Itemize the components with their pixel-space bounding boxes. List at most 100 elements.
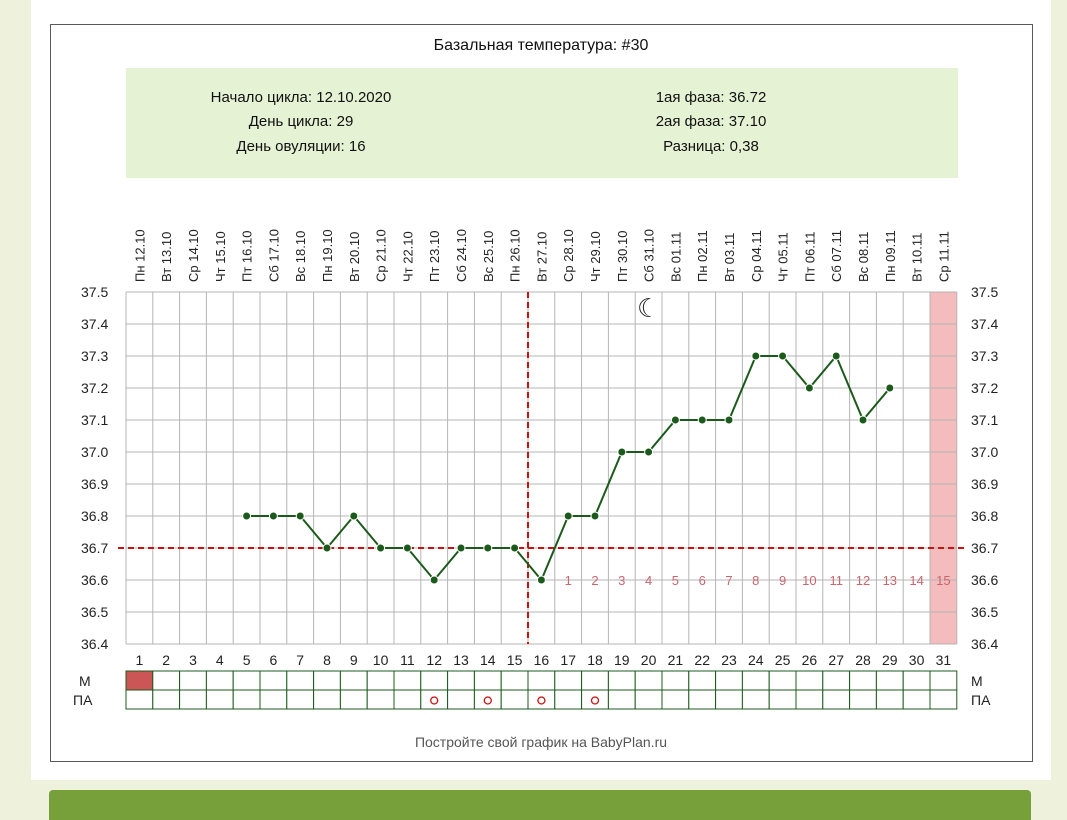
row-label-m-right: М bbox=[971, 673, 983, 689]
temperature-point bbox=[456, 543, 466, 553]
temperature-point bbox=[510, 543, 520, 553]
m-cell bbox=[554, 670, 583, 691]
temperature-point bbox=[483, 543, 493, 553]
pa-cell bbox=[741, 689, 770, 710]
m-cell bbox=[179, 670, 207, 691]
day-number: 4 bbox=[216, 652, 224, 668]
date-label: Чт 05.11 bbox=[776, 232, 791, 282]
day-number: 3 bbox=[189, 652, 197, 668]
y-tick-right: 36.6 bbox=[971, 572, 998, 588]
chart-title: Базальная температура: #30 bbox=[434, 37, 649, 54]
m-cell bbox=[473, 670, 502, 691]
phase-number: 11 bbox=[829, 573, 843, 588]
pa-marker bbox=[483, 696, 492, 705]
y-tick-right: 36.9 bbox=[971, 476, 998, 492]
pa-cell bbox=[259, 689, 288, 710]
day-number: 19 bbox=[614, 652, 630, 668]
date-label: Вс 25.10 bbox=[481, 231, 496, 282]
temperature-point bbox=[885, 383, 895, 393]
pa-cell bbox=[339, 689, 368, 710]
info-difference: Разница: 0,38 bbox=[663, 138, 759, 155]
m-cell bbox=[339, 670, 368, 691]
date-label: Чт 29.10 bbox=[588, 231, 603, 282]
date-label: Ср 14.10 bbox=[186, 229, 201, 282]
temperature-point bbox=[376, 543, 386, 553]
temperature-line bbox=[246, 354, 891, 582]
m-cell bbox=[581, 670, 609, 691]
temperature-point bbox=[751, 351, 761, 361]
phase-number: 3 bbox=[618, 573, 625, 588]
temperature-point bbox=[858, 415, 868, 425]
day-number: 27 bbox=[828, 652, 844, 668]
m-cell bbox=[795, 670, 824, 691]
phase-number: 7 bbox=[725, 573, 732, 588]
date-labels: Пн 12.10 Вт 13.10 Ср 14.10 Чт 15.10 Пт 16.10… bbox=[132, 229, 951, 282]
m-cell bbox=[286, 670, 315, 691]
m-cell bbox=[822, 670, 851, 691]
temperature-point bbox=[617, 447, 627, 457]
phase-number: 10 bbox=[802, 573, 816, 588]
row-label-m-left: М bbox=[79, 673, 91, 689]
day-number: 22 bbox=[694, 652, 710, 668]
highlight-day-layer bbox=[930, 292, 957, 644]
day-number: 13 bbox=[453, 652, 469, 668]
y-tick-left: 37.2 bbox=[81, 380, 108, 396]
phase-number: 5 bbox=[672, 573, 679, 588]
m-cell bbox=[205, 670, 234, 691]
phase-numbers: 1 2 3 4 5 6 7 8 9 10 11 12 13 14 15 bbox=[565, 573, 951, 588]
phase-number: 12 bbox=[856, 573, 870, 588]
reference-lines bbox=[118, 292, 965, 644]
footer-link-text[interactable]: Постройте свой график на BabyPlan.ru bbox=[415, 734, 667, 750]
phase-number: 1 bbox=[565, 573, 572, 588]
temperature-point bbox=[590, 511, 600, 521]
pa-cell bbox=[473, 689, 502, 710]
date-label: Пн 19.10 bbox=[320, 229, 335, 282]
date-label: Вс 08.11 bbox=[856, 232, 871, 282]
highlight-day-column bbox=[930, 292, 957, 644]
pa-marker bbox=[590, 696, 600, 705]
pa-cell bbox=[527, 689, 556, 710]
y-tick-right: 37.1 bbox=[971, 412, 998, 428]
row-label-pa-right: ПА bbox=[971, 692, 991, 708]
y-tick-right: 37.2 bbox=[971, 380, 998, 396]
date-label: Пт 23.10 bbox=[427, 231, 442, 282]
phase-number: 6 bbox=[699, 573, 706, 588]
temperature-point bbox=[536, 575, 546, 585]
pa-cell bbox=[902, 689, 931, 710]
info-cycle-day: День цикла: 29 bbox=[249, 113, 354, 130]
date-label: Вт 13.10 bbox=[159, 232, 174, 282]
m-cell bbox=[929, 670, 958, 691]
pa-marker bbox=[430, 696, 439, 705]
day-number: 5 bbox=[243, 652, 251, 668]
date-label: Вт 03.11 bbox=[722, 233, 737, 282]
phase-number: 8 bbox=[752, 573, 759, 588]
y-tick-right: 36.4 bbox=[971, 636, 998, 652]
day-number: 6 bbox=[270, 652, 278, 668]
m-cell bbox=[634, 670, 663, 691]
temperature-point bbox=[778, 351, 788, 361]
phase-number: 4 bbox=[645, 573, 652, 588]
m-cell bbox=[366, 670, 395, 691]
phase-number: 2 bbox=[591, 573, 598, 588]
y-tick-right: 37.3 bbox=[971, 348, 998, 364]
m-cell bbox=[420, 670, 449, 691]
temperature-point bbox=[697, 415, 707, 425]
moon-icon: ☾ bbox=[637, 293, 660, 323]
day-number: 31 bbox=[936, 652, 952, 668]
m-cell bbox=[313, 670, 341, 691]
pa-cell bbox=[688, 689, 717, 710]
date-label: Пн 26.10 bbox=[508, 229, 523, 282]
temperature-series bbox=[242, 351, 895, 585]
phase-number: 14 bbox=[909, 573, 923, 588]
y-tick-left: 36.4 bbox=[81, 636, 108, 652]
row-label-pa-left: ПА bbox=[73, 692, 93, 708]
pa-cell bbox=[929, 689, 958, 710]
m-cell bbox=[500, 670, 529, 691]
y-tick-left: 36.5 bbox=[81, 604, 108, 620]
date-label: Вт 20.10 bbox=[347, 232, 362, 282]
pa-cell bbox=[500, 689, 529, 710]
date-label: Вт 10.11 bbox=[910, 233, 925, 282]
date-label: Пт 16.10 bbox=[240, 231, 255, 282]
phase-number: 13 bbox=[883, 573, 897, 588]
m-cell bbox=[902, 670, 931, 691]
